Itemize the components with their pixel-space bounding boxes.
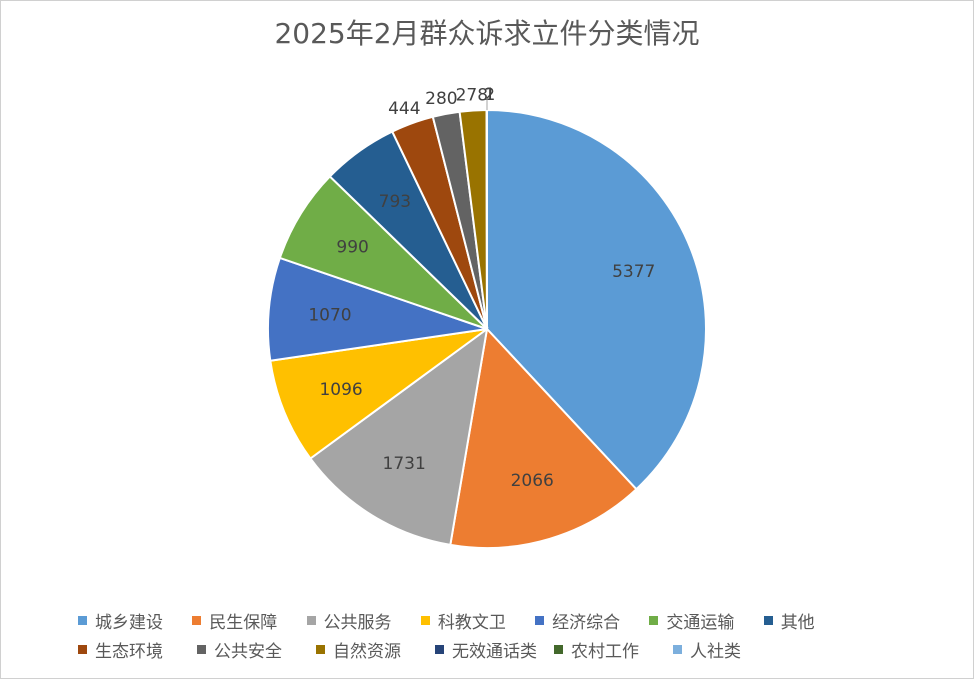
pie-slice-民生保障 [449,326,638,549]
legend-swatch [316,645,325,654]
legend-label: 城乡建设 [95,613,163,633]
legend-swatch [435,645,444,654]
data-label-经济综合: 1070 [308,305,351,325]
legend: 城乡建设 民生保障 公共服务 科教文卫 经济综合 交通运输 其他 生态环境 公共安全 自然资源 无… [78,606,878,664]
legend-swatch [649,616,659,625]
legend-label: 无效通话类 [452,642,537,662]
data-label-无效通话类: 2 [484,85,495,105]
legend-item-农村工作: 农村工作 [554,637,673,662]
legend-label: 经济综合 [552,613,621,633]
legend-item-公共安全: 公共安全 [197,637,316,662]
data-label-自然资源: 278 [456,85,488,105]
legend-item-人社类: 人社类 [673,637,792,662]
legend-item-自然资源: 自然资源 [316,637,435,662]
data-label-人社类: 1 [485,85,496,105]
legend-item-经济综合: 经济综合 [535,608,649,633]
legend-item-交通运输: 交通运输 [649,608,763,633]
data-label-其他: 793 [379,192,411,212]
data-label-交通运输: 990 [336,237,368,257]
legend-label: 科教文卫 [437,613,506,633]
legend-swatch [554,645,563,654]
legend-label: 民生保障 [209,613,278,633]
legend-label: 公共安全 [214,642,282,662]
data-label-城乡建设: 5377 [612,262,655,282]
legend-label: 生态环境 [95,642,163,662]
data-label-科教文卫: 1096 [319,380,362,400]
legend-label: 交通运输 [666,613,735,633]
pie-slice-城乡建设 [486,108,707,491]
legend-swatch [78,616,87,625]
data-label-公共服务: 1731 [383,454,426,474]
pie-slice-科教文卫 [269,328,488,460]
legend-item-其他: 其他 [763,608,878,633]
legend-item-公共服务: 公共服务 [306,608,421,633]
legend-label: 公共服务 [323,613,392,633]
legend-row: 城乡建设 民生保障 公共服务 科教文卫 经济综合 交通运输 其他 [78,606,878,635]
legend-item-城乡建设: 城乡建设 [78,608,192,633]
legend-swatch [535,616,545,625]
pie-slice-公共服务 [308,326,489,547]
data-label-生态环境: 444 [388,99,420,119]
legend-swatch [763,616,773,625]
data-label-民生保障: 2066 [511,471,554,491]
legend-label: 人社类 [690,642,741,662]
data-label-农村工作: 1 [484,85,495,105]
legend-swatch [78,645,87,654]
legend-swatch [306,616,316,625]
pie-slice-经济综合 [267,256,488,362]
legend-label: 其他 [780,613,815,633]
legend-label: 农村工作 [571,642,639,662]
data-label-公共安全: 280 [425,89,457,109]
legend-swatch [420,616,430,625]
legend-item-生态环境: 生态环境 [78,637,197,662]
legend-row: 生态环境 公共安全 自然资源 无效通话类 农村工作 人社类 [78,635,878,664]
legend-item-民生保障: 民生保障 [192,608,306,633]
legend-swatch [673,645,682,654]
legend-item-科教文卫: 科教文卫 [420,608,535,633]
legend-item-无效通话类: 无效通话类 [435,637,554,662]
legend-swatch [197,645,206,654]
legend-label: 自然资源 [333,642,401,662]
legend-swatch [192,616,202,625]
chart-title: 2025年2月群众诉求立件分类情况 [274,17,700,50]
